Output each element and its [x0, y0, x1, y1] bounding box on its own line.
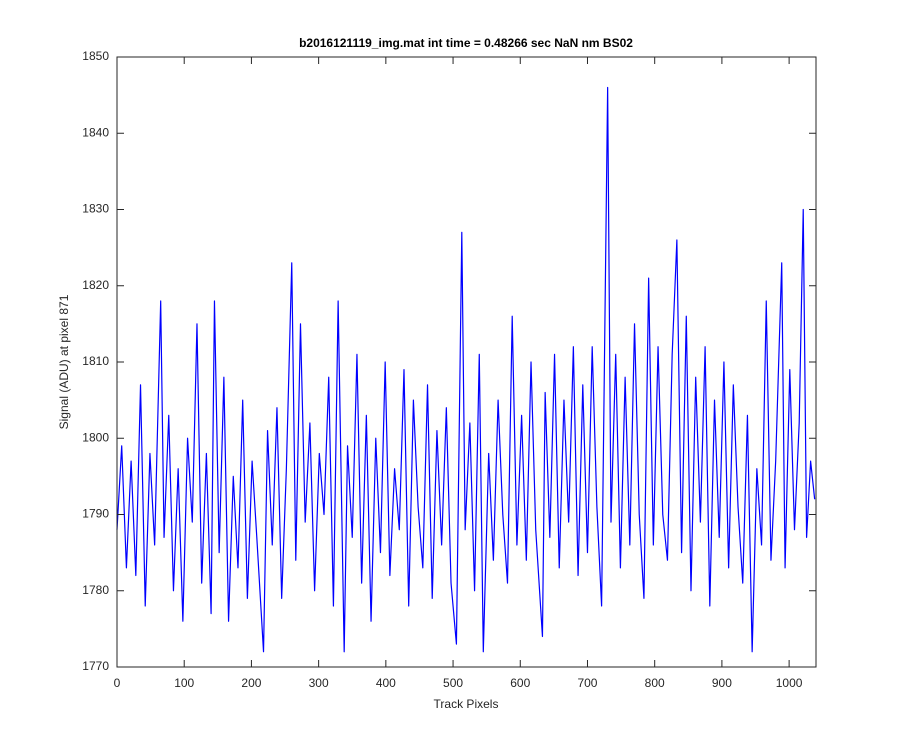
x-axis-label: Track Pixels	[434, 697, 499, 711]
x-tick-label: 700	[577, 676, 597, 690]
y-tick-label: 1800	[82, 430, 109, 444]
x-tick-label: 200	[241, 676, 261, 690]
y-tick-label: 1810	[82, 354, 109, 368]
x-tick-label: 900	[712, 676, 732, 690]
x-tick-label: 1000	[776, 676, 803, 690]
y-tick-label: 1820	[82, 278, 109, 292]
y-tick-label: 1830	[82, 202, 109, 216]
y-tick-label: 1840	[82, 125, 109, 139]
x-tick-label: 600	[510, 676, 530, 690]
x-tick-label: 100	[174, 676, 194, 690]
chart-title: b2016121119_img.mat int time = 0.48266 s…	[299, 36, 633, 50]
y-tick-label: 1770	[82, 659, 109, 673]
x-tick-label: 0	[114, 676, 121, 690]
data-line	[116, 86, 816, 653]
y-axis-label: Signal (ADU) at pixel 871	[57, 294, 71, 429]
x-tick-label: 300	[309, 676, 329, 690]
x-tick-label: 500	[443, 676, 463, 690]
x-tick-label: 400	[376, 676, 396, 690]
x-tick-label: 800	[645, 676, 665, 690]
y-tick-label: 1790	[82, 507, 109, 521]
y-tick-label: 1850	[82, 49, 109, 63]
y-tick-label: 1780	[82, 583, 109, 597]
